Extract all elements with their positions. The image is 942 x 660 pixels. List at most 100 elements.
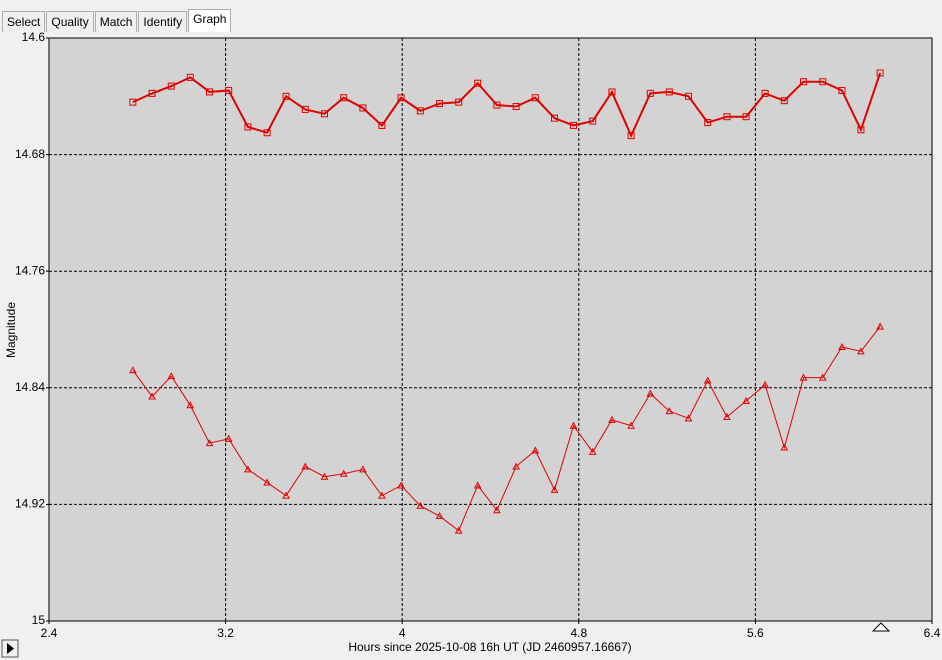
square-marker bbox=[780, 97, 788, 105]
triangle-marker bbox=[627, 421, 635, 429]
triangle-marker bbox=[148, 392, 156, 400]
square-marker bbox=[436, 100, 444, 108]
square-marker bbox=[570, 121, 578, 129]
triangle-marker bbox=[569, 421, 578, 429]
y-axis-label: Magnitude bbox=[4, 302, 18, 358]
x-tick-label: 6.4 bbox=[924, 626, 941, 640]
x-tick-label: 5.6 bbox=[747, 626, 764, 640]
x-tick-label: 4 bbox=[399, 626, 406, 640]
triangle-marker bbox=[320, 472, 329, 480]
triangle-marker bbox=[665, 407, 674, 415]
square-marker bbox=[244, 123, 252, 131]
square-marker bbox=[800, 78, 808, 86]
triangle-marker bbox=[263, 478, 271, 486]
square-marker bbox=[704, 119, 712, 127]
triangle-marker bbox=[550, 485, 559, 493]
square-marker bbox=[263, 129, 271, 137]
triangle-marker bbox=[646, 389, 655, 397]
square-marker bbox=[455, 98, 463, 106]
square-marker bbox=[416, 107, 424, 115]
triangle-marker bbox=[799, 373, 808, 381]
triangle-marker bbox=[167, 372, 176, 380]
triangle-marker bbox=[742, 396, 750, 404]
triangle-marker bbox=[435, 512, 444, 520]
triangle-marker bbox=[454, 526, 463, 534]
y-tick-label: 14.76 bbox=[15, 263, 45, 277]
square-marker bbox=[397, 94, 405, 102]
triangle-marker bbox=[282, 491, 290, 499]
square-marker bbox=[876, 69, 884, 77]
y-tick-label: 14.84 bbox=[15, 380, 45, 394]
square-marker bbox=[205, 88, 213, 96]
square-marker bbox=[646, 89, 654, 97]
x-tick-label: 3.2 bbox=[217, 626, 234, 640]
play-icon bbox=[7, 643, 14, 654]
square-marker bbox=[474, 79, 482, 87]
y-tick-label: 14.6 bbox=[22, 30, 46, 44]
square-marker bbox=[531, 94, 539, 102]
triangle-marker bbox=[473, 481, 482, 489]
square-marker bbox=[627, 132, 635, 140]
triangle-marker bbox=[205, 439, 214, 447]
triangle-marker bbox=[512, 462, 520, 470]
square-marker bbox=[685, 92, 693, 100]
square-marker bbox=[819, 78, 827, 86]
square-marker bbox=[186, 73, 194, 81]
square-marker bbox=[665, 88, 673, 96]
tab[interactable]: Graph bbox=[188, 9, 232, 32]
triangle-marker bbox=[857, 347, 865, 355]
triangle-marker bbox=[876, 322, 884, 330]
square-marker bbox=[129, 98, 137, 106]
triangle-marker bbox=[493, 506, 501, 514]
square-marker bbox=[493, 101, 501, 109]
triangle-marker bbox=[838, 342, 846, 350]
square-marker bbox=[551, 114, 559, 122]
tab[interactable]: Quality bbox=[46, 11, 94, 32]
triangle-marker bbox=[703, 376, 712, 384]
triangle-marker bbox=[186, 401, 195, 409]
triangle-marker bbox=[301, 462, 310, 470]
x-tick-label: 4.8 bbox=[570, 626, 587, 640]
square-marker bbox=[761, 89, 769, 97]
triangle-marker bbox=[818, 373, 827, 381]
triangle-marker bbox=[129, 366, 137, 374]
triangle-marker bbox=[608, 415, 616, 423]
triangle-marker bbox=[359, 465, 367, 473]
square-marker bbox=[589, 117, 597, 125]
triangle-marker bbox=[588, 447, 597, 455]
x-axis-label: Hours since 2025-10-08 16h UT (JD 246095… bbox=[348, 640, 631, 654]
tab[interactable]: Select bbox=[2, 11, 46, 32]
tab[interactable]: Match bbox=[94, 11, 138, 32]
plot-area bbox=[48, 37, 933, 622]
y-tick-label: 14.68 bbox=[15, 147, 45, 161]
square-marker bbox=[608, 88, 616, 96]
square-marker bbox=[378, 121, 386, 129]
square-marker bbox=[838, 86, 846, 94]
square-marker bbox=[742, 113, 750, 121]
square-marker bbox=[340, 94, 348, 102]
y-tick-label: 14.92 bbox=[15, 497, 45, 511]
tab-bar: Select Quality Match Identify Graph bbox=[2, 9, 232, 32]
square-marker bbox=[282, 92, 290, 100]
x-tick-label: 2.4 bbox=[41, 626, 58, 640]
square-marker bbox=[320, 110, 328, 118]
square-marker bbox=[225, 86, 233, 94]
triangle-marker bbox=[416, 501, 425, 509]
y-tick-label: 15 bbox=[32, 613, 46, 627]
tab[interactable]: Identify bbox=[138, 11, 188, 32]
triangle-marker bbox=[397, 481, 405, 489]
triangle-marker bbox=[244, 465, 252, 473]
triangle-marker bbox=[224, 434, 233, 442]
triangle-marker bbox=[780, 443, 789, 451]
cursor-marker[interactable] bbox=[871, 622, 891, 632]
square-marker bbox=[512, 103, 520, 111]
triangle-marker bbox=[684, 414, 693, 422]
triangle-marker bbox=[378, 491, 386, 499]
square-marker bbox=[167, 82, 175, 90]
series-line bbox=[132, 326, 881, 532]
square-marker bbox=[359, 104, 367, 112]
series-line bbox=[132, 72, 882, 139]
square-marker bbox=[857, 126, 865, 134]
